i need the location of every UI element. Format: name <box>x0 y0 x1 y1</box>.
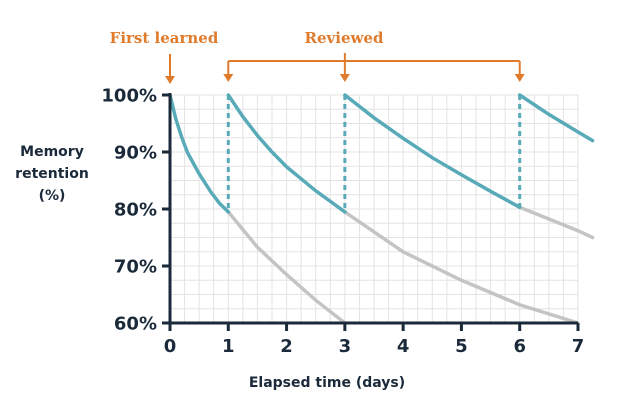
y-tick-label: 80% <box>114 200 157 221</box>
y-axis-label: Memory retention (%) <box>0 141 104 207</box>
x-tick-label: 1 <box>222 336 235 357</box>
y-axis-label-line-1: Memory <box>20 144 84 160</box>
y-tick-label: 70% <box>114 257 157 278</box>
x-tick-label: 4 <box>397 336 410 357</box>
forgetting-curve <box>343 210 580 325</box>
x-tick-label: 6 <box>513 336 526 357</box>
retention-curve <box>517 93 595 143</box>
first-learned-arrowhead <box>165 76 175 84</box>
y-axis-label-line-3: (%) <box>38 188 66 204</box>
first-learned-annotation: First learned <box>110 29 219 47</box>
x-tick-label: 5 <box>455 336 468 357</box>
x-tick-label: 3 <box>339 336 352 357</box>
y-tick-label: 90% <box>114 143 157 164</box>
reviewed-arrowhead <box>223 74 234 82</box>
x-tick-label: 0 <box>164 336 177 357</box>
retention-curve <box>170 93 231 214</box>
y-axis-label-line-2: retention <box>15 166 89 182</box>
reviewed-annotation: Reviewed <box>305 29 384 47</box>
retention-curve <box>226 93 347 214</box>
reviewed-arrowhead <box>339 74 350 82</box>
forgetting-curve <box>517 205 595 240</box>
x-axis-label: Elapsed time (days) <box>249 375 405 391</box>
y-tick-label: 100% <box>101 86 157 107</box>
retention-curve <box>343 93 522 210</box>
x-tick-label: 7 <box>572 336 585 357</box>
forgetting-curve <box>226 210 347 325</box>
reviewed-arrowhead <box>514 74 525 82</box>
y-tick-label: 60% <box>114 314 157 335</box>
x-tick-label: 2 <box>280 336 293 357</box>
